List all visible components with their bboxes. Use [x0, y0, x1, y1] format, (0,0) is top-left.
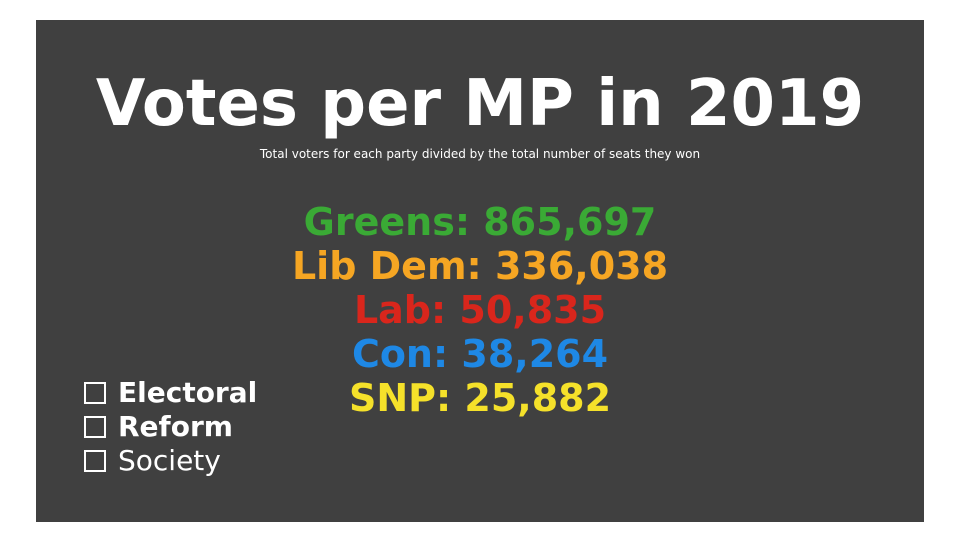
- party-stats-list: Greens: 865,697 Lib Dem: 336,038 Lab: 50…: [36, 200, 924, 420]
- checkbox-icon: [84, 382, 106, 404]
- logo-line-reform: Reform: [84, 410, 257, 444]
- checkbox-icon: [84, 450, 106, 472]
- logo-line-society: Society: [84, 444, 257, 478]
- logo-text-society: Society: [118, 444, 221, 477]
- logo-text-reform: Reform: [118, 410, 233, 443]
- party-stat-con: Con: 38,264: [351, 332, 609, 376]
- electoral-reform-society-logo: Electoral Reform Society: [84, 376, 257, 478]
- checkbox-icon: [84, 416, 106, 438]
- party-stat-lab: Lab: 50,835: [353, 288, 607, 332]
- infographic-panel: Votes per MP in 2019 Total voters for ea…: [36, 20, 924, 522]
- party-stat-snp: SNP: 25,882: [348, 376, 612, 420]
- page-subtitle: Total voters for each party divided by t…: [259, 147, 701, 161]
- party-stat-lib-dem: Lib Dem: 336,038: [291, 244, 669, 288]
- logo-text-electoral: Electoral: [118, 376, 258, 409]
- party-stat-greens: Greens: 865,697: [303, 200, 657, 244]
- page-title: Votes per MP in 2019: [95, 67, 865, 141]
- logo-line-electoral: Electoral: [84, 376, 257, 410]
